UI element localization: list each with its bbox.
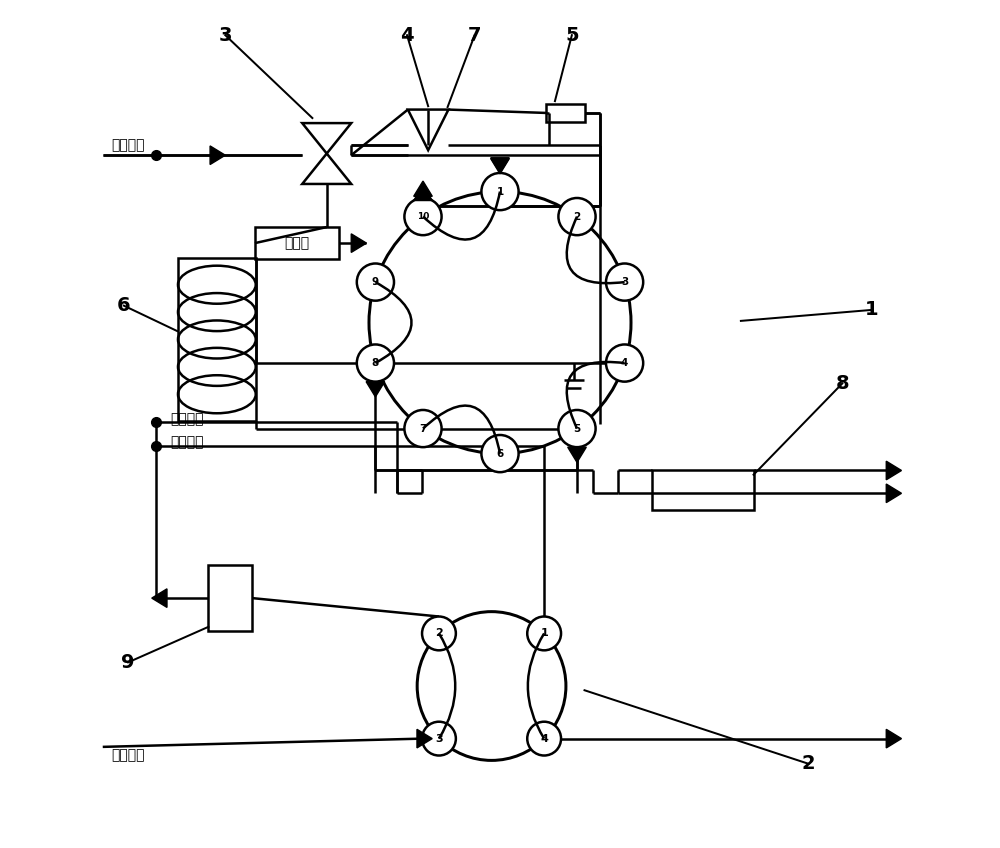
Polygon shape [491, 158, 509, 173]
Circle shape [404, 198, 442, 235]
Text: 5: 5 [573, 423, 581, 433]
Polygon shape [210, 146, 225, 165]
Text: 10: 10 [417, 212, 429, 221]
Circle shape [527, 722, 561, 756]
Circle shape [481, 173, 519, 210]
Text: 2: 2 [435, 628, 443, 639]
Text: 9: 9 [372, 277, 379, 287]
Text: 第四载气: 第四载气 [111, 748, 145, 762]
Text: 1: 1 [865, 300, 879, 320]
Text: 7: 7 [419, 423, 427, 433]
Text: 5: 5 [565, 25, 579, 45]
Circle shape [606, 344, 643, 382]
Polygon shape [568, 447, 586, 462]
Text: 7: 7 [468, 25, 481, 45]
Circle shape [527, 616, 561, 650]
Polygon shape [417, 729, 432, 748]
Circle shape [357, 264, 394, 301]
Circle shape [422, 616, 456, 650]
Bar [546, 103, 585, 122]
Text: 4: 4 [540, 734, 548, 744]
Circle shape [606, 264, 643, 301]
Polygon shape [886, 729, 901, 748]
Text: 3: 3 [621, 277, 628, 287]
Text: 8: 8 [372, 358, 379, 368]
Bar [208, 565, 252, 631]
Text: 9: 9 [121, 653, 135, 672]
Polygon shape [886, 461, 901, 480]
Text: 6: 6 [117, 296, 131, 315]
Text: 驱动气: 驱动气 [285, 236, 310, 250]
Polygon shape [414, 181, 432, 196]
Text: 4: 4 [621, 358, 628, 368]
Text: 3: 3 [219, 25, 232, 45]
Polygon shape [152, 589, 167, 607]
Polygon shape [491, 159, 509, 174]
Bar [178, 259, 256, 421]
Text: 第一载气: 第一载气 [170, 412, 204, 426]
Text: 第二载气: 第二载气 [170, 436, 204, 449]
Circle shape [558, 410, 596, 447]
Bar [255, 227, 339, 259]
Polygon shape [366, 382, 385, 397]
Bar [652, 470, 754, 510]
Text: 6: 6 [496, 449, 504, 459]
Text: 4: 4 [400, 25, 414, 45]
Text: 2: 2 [802, 754, 815, 773]
Text: 第三载气: 第三载气 [111, 138, 145, 152]
Circle shape [357, 344, 394, 382]
Circle shape [558, 198, 596, 235]
Text: 3: 3 [435, 734, 443, 744]
Text: 2: 2 [573, 212, 581, 221]
Text: 1: 1 [496, 187, 504, 197]
Polygon shape [351, 234, 366, 253]
Circle shape [481, 435, 519, 472]
Circle shape [422, 722, 456, 756]
Text: 1: 1 [540, 628, 548, 639]
Polygon shape [414, 186, 432, 200]
Text: 8: 8 [836, 374, 849, 393]
Polygon shape [886, 484, 901, 503]
Circle shape [404, 410, 442, 447]
